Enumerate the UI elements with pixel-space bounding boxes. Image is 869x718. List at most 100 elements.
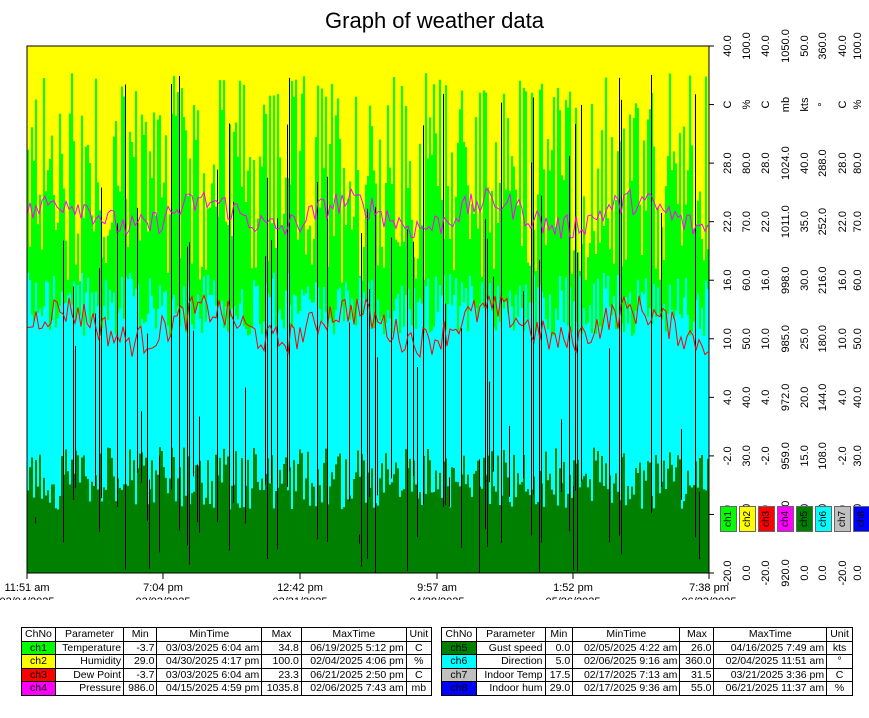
temperature-band [91,215,93,293]
gust-band [39,454,41,573]
temperature-band [143,134,145,324]
gust-band [559,468,561,573]
gust-band [403,489,405,573]
gust-band [455,481,457,573]
humidity-band [663,46,665,261]
table-cell: 06/21/2025 11:37 am [713,681,828,696]
stats-table-right: ChNo Parameter Min MinTime Max MaxTime Unit ch… [441,627,853,696]
gust-band [471,496,473,573]
humidity-band [467,46,469,186]
temperature-band [371,126,373,280]
humidity-band [491,46,493,191]
humidity-band [223,46,225,81]
gust-band [505,462,507,573]
table-cell: 02/04/2025 11:51 am [713,654,828,669]
x-tick-time: 9:57 am [417,582,457,594]
gust-band [119,487,121,573]
gust-band [535,504,537,573]
temperature-band [643,140,645,294]
table-cell: mb [405,681,433,696]
temperature-band [315,137,317,283]
temperature-band [71,73,73,305]
gust-band [65,449,67,573]
dark-stripe [539,260,540,573]
temperature-band [89,163,91,323]
y-tick-label: 70.0 [741,211,753,232]
temperature-band [351,229,353,299]
table-cell: Dew Point [54,667,125,682]
temperature-band [231,236,233,309]
table-cell: ch7 [441,667,477,682]
temperature-band [403,241,405,327]
gust-band [103,487,105,573]
humidity-band [373,46,375,171]
table-row: ch7 Indoor Temp 17.5 02/17/2025 7:13 am 31.5… [441,667,853,682]
table-cell: 06/19/2025 5:12 pm [300,640,407,655]
dark-stripe [349,322,350,502]
gust-band [311,483,313,573]
table-cell: 360.0 [679,654,715,669]
humidity-band [579,46,581,271]
temperature-band [163,182,165,293]
temperature-band [211,183,213,295]
gust-band [313,486,315,573]
humidity-band [667,46,669,157]
humidity-band [111,46,113,223]
humidity-band [245,46,247,203]
gust-band [153,502,155,573]
temperature-band [609,249,611,307]
gust-band [689,485,691,573]
humidity-band [145,46,147,122]
dark-stripe [621,99,622,555]
humidity-band [679,46,681,133]
gust-band [335,464,337,573]
temperature-band [565,100,567,278]
humidity-band [189,46,191,159]
temperature-band [33,160,35,322]
gust-band [235,451,237,573]
humidity-band [113,46,115,137]
y-tick-label: 252.0 [817,208,829,236]
temperature-band [659,279,661,317]
gust-band [177,478,179,573]
dark-stripe [245,387,246,524]
temperature-band [631,180,633,336]
gust-band [441,497,443,573]
temperature-band [485,92,487,299]
temperature-band [655,268,657,318]
temperature-band [491,190,493,311]
humidity-band [651,46,653,94]
table-cell: 03/03/2025 6:04 am [156,640,263,655]
humidity-band [31,46,33,128]
table-cell: Indoor Temp [475,667,546,682]
gust-band [157,474,159,573]
y-tick-label: 920.0 [780,559,792,587]
gust-band [511,506,513,573]
gust-band [701,455,703,573]
temperature-band [467,185,469,331]
humidity-band [311,46,313,265]
gust-band [611,502,613,573]
humidity-band [325,46,327,97]
temperature-band [399,246,401,334]
temperature-band [481,276,483,283]
humidity-band [529,46,531,266]
gust-band [447,486,449,573]
humidity-band [379,46,381,140]
gust-band [459,486,461,573]
temperature-band [303,76,305,296]
humidity-band [407,46,409,189]
temperature-band [345,225,347,283]
humidity-band [699,46,701,192]
temperature-band [363,247,365,293]
humidity-band [421,46,423,226]
humidity-band [259,46,261,157]
gust-band [425,493,427,573]
humidity-band [371,46,373,127]
gust-band [659,493,661,573]
gust-band [233,484,235,573]
humidity-band [239,46,241,81]
y-tick-label: C [760,101,772,109]
gust-band [73,473,75,573]
gust-band [27,490,29,573]
